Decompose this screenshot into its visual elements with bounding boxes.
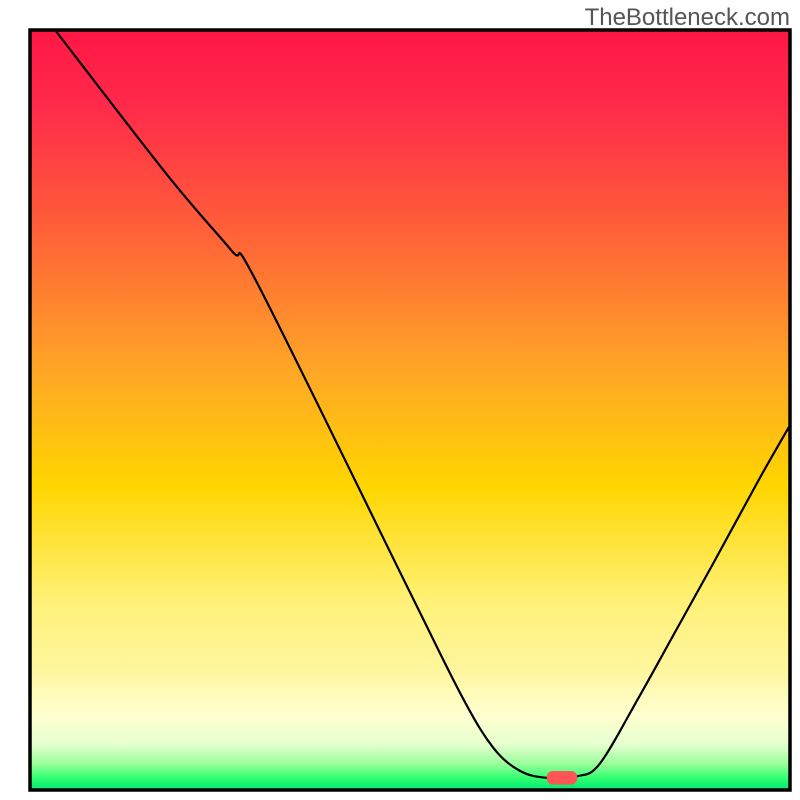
chart-svg: [0, 0, 800, 800]
watermark-text: TheBottleneck.com: [585, 4, 790, 32]
bottleneck-chart: TheBottleneck.com: [0, 0, 800, 800]
optimal-marker: [547, 771, 577, 785]
